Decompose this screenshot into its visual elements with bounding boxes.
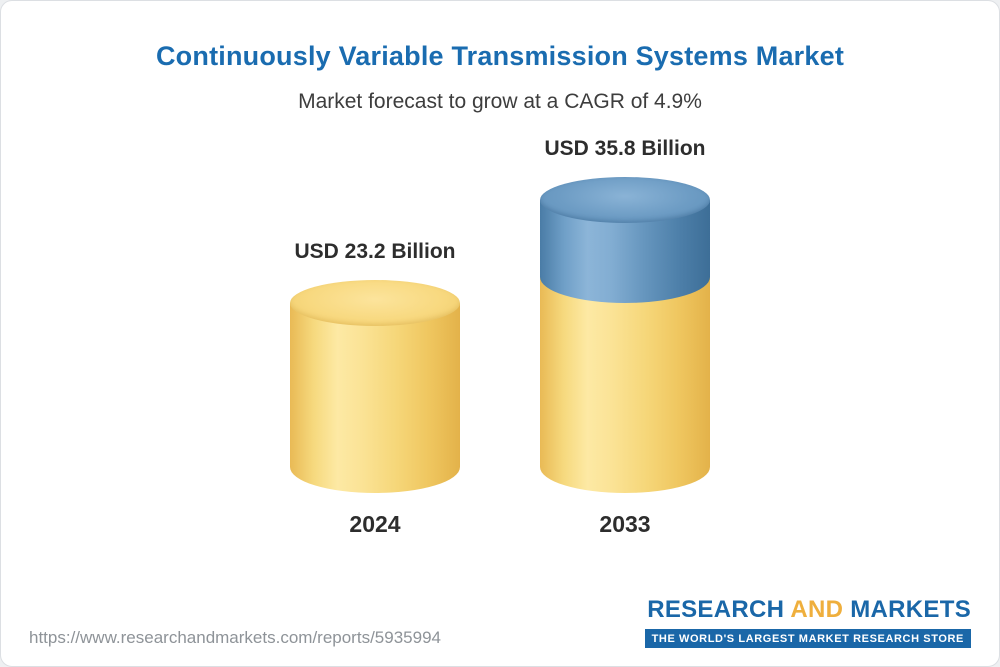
cylinder-2033 [540, 177, 710, 493]
cylinder-2024 [290, 280, 460, 493]
cylinder-2024-top-cap [290, 280, 460, 326]
value-label-2024: USD 23.2 Billion [294, 240, 456, 263]
category-label-2033: 2033 [599, 511, 651, 537]
research-and-markets-logo: RESEARCH AND MARKETS THE WORLD'S LARGEST… [644, 596, 971, 648]
report-url-link[interactable]: https://www.researchandmarkets.com/repor… [29, 628, 441, 647]
cylinder-2024-body [290, 303, 460, 493]
cylinder-2033-top-cap [540, 177, 710, 223]
chart-subtitle: Market forecast to grow at a CAGR of 4.9… [298, 90, 702, 113]
cylinder-2033-base-segment [540, 277, 710, 493]
chart-area: USD 23.2 Billion 2024 USD 35.8 Billion 2… [1, 114, 999, 596]
category-label-2024: 2024 [349, 511, 401, 537]
logo-wordmark: RESEARCH AND MARKETS [645, 596, 971, 624]
logo-word-research: RESEARCH [647, 596, 785, 623]
footer: https://www.researchandmarkets.com/repor… [1, 596, 999, 666]
chart-title: Continuously Variable Transmission Syste… [155, 41, 845, 71]
bar-group-2024: USD 23.2 Billion 2024 [290, 240, 460, 538]
cylinder-2033-base-body [540, 277, 710, 493]
logo-word-and: AND [790, 596, 844, 623]
cylinder-2033-growth-segment [540, 177, 710, 303]
bar-group-2033: USD 35.8 Billion 2033 [540, 137, 710, 538]
value-label-2033: USD 35.8 Billion [544, 137, 706, 160]
logo-word-markets: MARKETS [850, 596, 971, 623]
logo-tagline: THE WORLD'S LARGEST MARKET RESEARCH STOR… [644, 629, 971, 648]
chart-header: Continuously Variable Transmission Syste… [1, 1, 999, 114]
